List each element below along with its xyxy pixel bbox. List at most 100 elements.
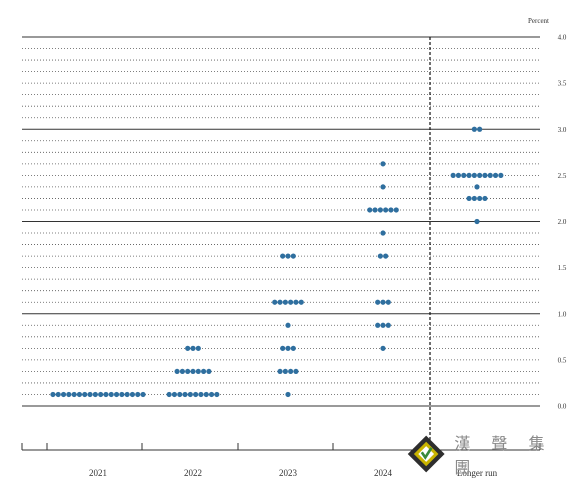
dot-marker — [487, 172, 493, 178]
dot-marker — [388, 207, 394, 213]
x-tick-label: Longer run — [457, 468, 498, 478]
y-tick-label: 2.5 — [558, 172, 567, 180]
dot-marker — [466, 195, 472, 202]
dot-marker — [277, 368, 283, 375]
dot-marker — [282, 368, 288, 375]
dot-marker — [380, 299, 386, 305]
dot-marker — [288, 368, 294, 375]
dot-marker — [461, 172, 467, 178]
dot-marker — [383, 253, 389, 259]
dot-marker — [471, 172, 477, 178]
watermark-text: 漢 聲 集 團 — [454, 434, 553, 477]
dot-marker — [290, 345, 296, 351]
dot-marker — [66, 391, 72, 398]
dot-marker — [206, 368, 212, 375]
dot-marker — [277, 299, 283, 305]
dot-marker — [471, 195, 477, 202]
dot-marker — [92, 391, 98, 398]
dot-marker — [477, 172, 483, 178]
dot-marker — [383, 207, 389, 213]
dot-marker — [182, 391, 188, 398]
dot-marker — [108, 391, 114, 398]
dot-marker — [372, 207, 378, 213]
dot-marker — [282, 299, 288, 305]
dot-marker — [272, 299, 278, 305]
dots-layer — [50, 126, 504, 398]
dot-marker — [293, 368, 299, 375]
dot-marker — [482, 172, 488, 178]
y-tick-label: 4.0 — [558, 34, 567, 42]
dot-marker — [288, 299, 294, 305]
dot-marker — [285, 253, 291, 259]
dot-marker — [450, 172, 456, 178]
dot-marker — [187, 391, 193, 398]
dot-marker — [195, 345, 201, 351]
dot-marker — [380, 322, 386, 328]
dot-marker — [492, 172, 499, 178]
y-tick-label: 1.0 — [558, 310, 567, 318]
dot-marker — [177, 391, 183, 398]
y-tick-label: 0.0 — [558, 403, 567, 411]
dot-marker — [290, 253, 296, 259]
x-tick-label: 2022 — [184, 468, 202, 478]
dot-marker — [293, 299, 299, 305]
dot-marker — [203, 391, 209, 398]
dot-marker — [377, 207, 383, 213]
dot-marker — [455, 172, 462, 178]
dot-marker — [190, 345, 196, 351]
dot-marker — [198, 391, 204, 398]
dot-marker — [195, 368, 201, 375]
dot-marker — [482, 195, 488, 202]
dot-marker — [190, 368, 196, 375]
dot-marker — [385, 322, 391, 328]
dot-marker — [201, 368, 207, 375]
x-tick-label: 2021 — [89, 468, 107, 478]
dot-marker — [285, 322, 291, 328]
dot-marker — [380, 161, 386, 167]
dot-marker — [174, 368, 180, 375]
dot-marker — [498, 172, 504, 178]
dot-marker — [285, 345, 291, 351]
dot-marker — [129, 391, 136, 398]
y-tick-label: 1.5 — [558, 264, 567, 272]
dot-marker — [171, 391, 178, 398]
diamond-logo-icon — [407, 435, 445, 473]
dot-marker — [393, 207, 399, 213]
dot-marker — [82, 391, 88, 398]
dot-marker — [375, 322, 381, 328]
dot-marker — [377, 253, 383, 259]
y-tick-label: 3.5 — [558, 80, 567, 88]
dot-marker — [140, 391, 146, 398]
watermark: 漢 聲 集 團 — [406, 430, 573, 478]
dot-marker — [71, 391, 77, 398]
dot-marker — [380, 345, 386, 351]
dot-marker — [285, 391, 291, 398]
dot-marker — [135, 391, 141, 398]
dot-marker — [214, 391, 220, 398]
dot-marker — [375, 299, 381, 305]
dot-marker — [477, 195, 483, 202]
dot-marker — [113, 391, 120, 398]
dot-marker — [55, 391, 61, 398]
dot-marker — [193, 391, 199, 398]
dot-marker — [385, 299, 391, 305]
dot-marker — [474, 218, 480, 225]
y-tick-label: 2.0 — [558, 218, 567, 226]
dot-marker — [367, 207, 373, 213]
dot-marker — [124, 391, 130, 398]
dot-marker — [185, 345, 191, 351]
x-axis: 2021 2022 2023 2024 Longer run — [21, 443, 541, 478]
dot-marker — [50, 391, 56, 398]
dot-marker — [298, 299, 304, 305]
dot-marker — [166, 391, 172, 398]
dot-marker — [477, 126, 483, 132]
dot-marker — [208, 391, 215, 398]
dot-marker — [98, 391, 104, 398]
dot-marker — [103, 391, 109, 398]
unit-label: Percent — [528, 17, 549, 25]
dot-marker — [280, 345, 286, 351]
dot-marker — [380, 230, 386, 236]
grid-lines — [22, 36, 540, 407]
dot-marker — [119, 391, 125, 398]
